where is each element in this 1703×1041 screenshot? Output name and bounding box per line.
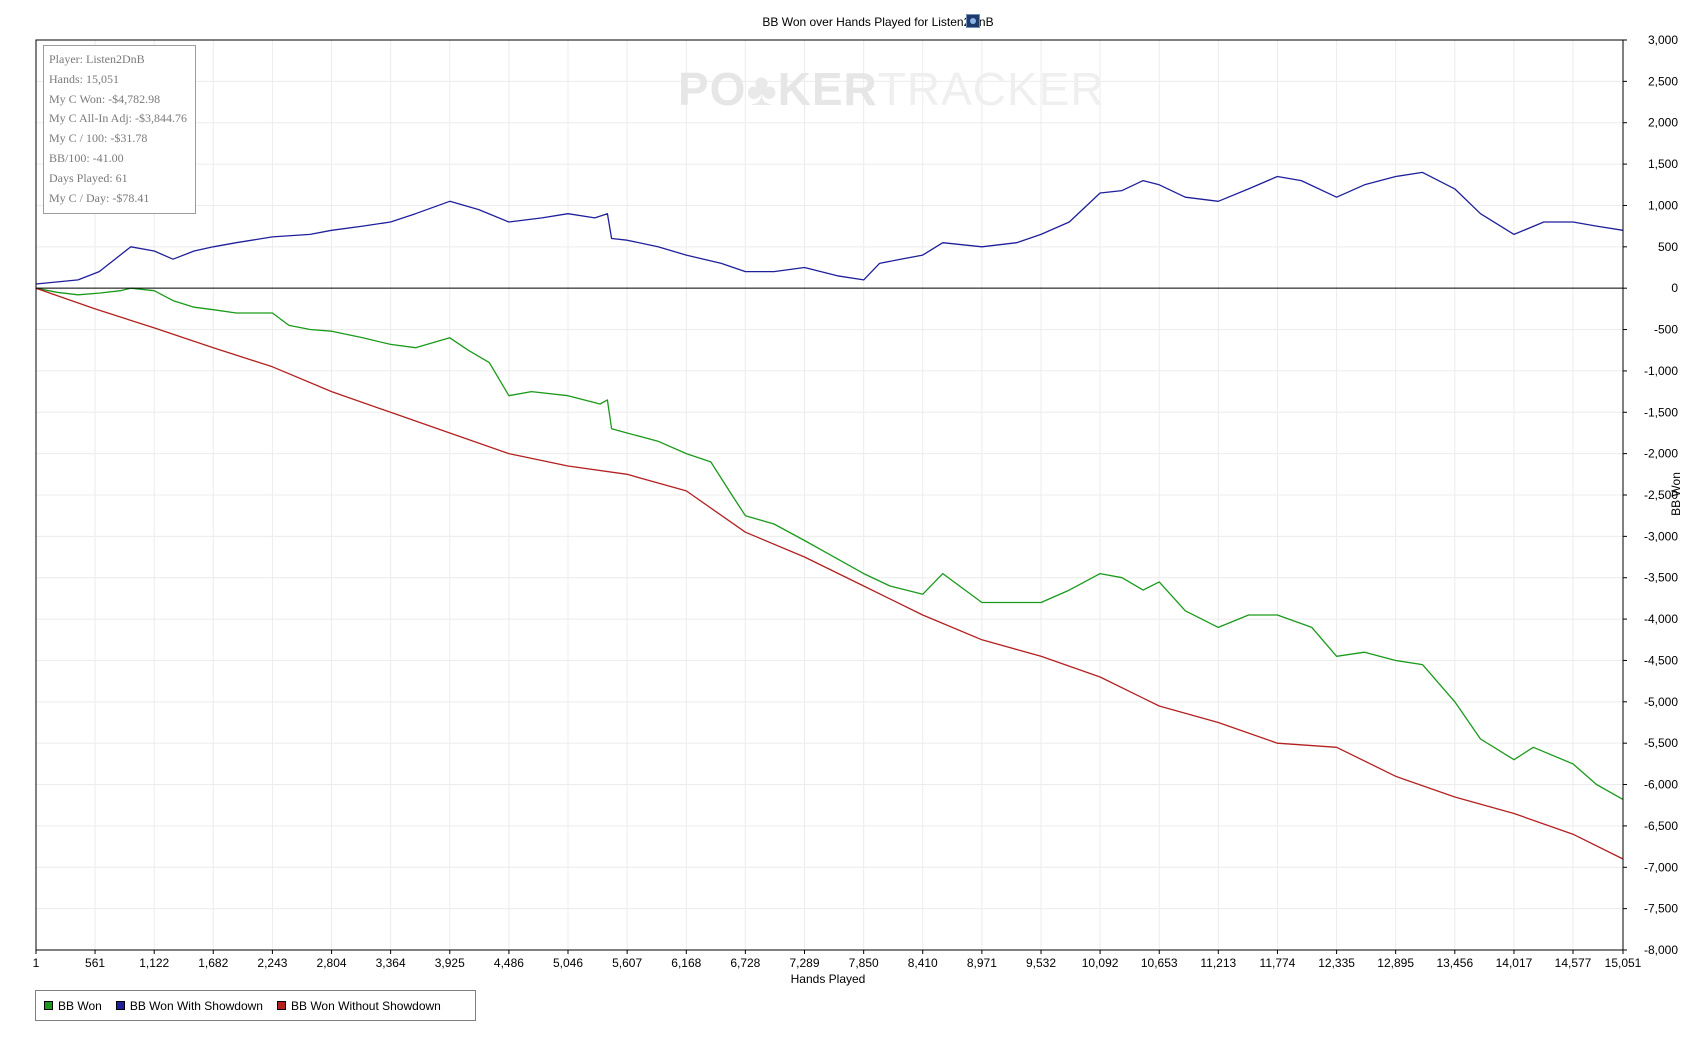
y-tick-label: -4,000 [1644,612,1678,626]
x-tick-label: 10,092 [1082,956,1119,970]
x-tick-label: 3,925 [435,956,465,970]
x-tick-label: 561 [85,956,105,970]
stat-all-in-adj: My C All-In Adj: -$3,844.76 [49,111,188,126]
watermark-left: PO [678,63,746,115]
x-tick-label: 15,051 [1605,956,1642,970]
stat-days-played: Days Played: 61 [49,170,128,185]
legend-item-bb-won[interactable]: BB Won [44,999,102,1013]
x-axis: 1 561 1,122 1,682 2,243 2,804 3,364 3,925 4,486 5… [33,950,1642,970]
legend-item-bb-won-without-showdown[interactable]: BB Won Without Showdown [276,998,441,1013]
y-tick-label: 3,000 [1648,33,1678,47]
stat-per-100: My C / 100: -$31.78 [49,131,148,146]
stat-hands: Hands: 15,051 [49,71,119,86]
x-tick-label: 8,410 [908,956,938,970]
x-tick-label: 1,122 [139,956,169,970]
y-tick-label: -2,000 [1644,447,1678,461]
y-tick-label: -6,500 [1644,819,1678,833]
x-tick-label: 4,486 [494,956,524,970]
watermark-mid: KER [778,63,878,115]
legend-swatch-bb-won-with-showdown [115,1001,125,1010]
legend-label-bb-won-with-showdown: BB Won With Showdown [129,998,263,1013]
stat-player: Player: Listen2DnB [49,52,145,66]
watermark-right: TRACKER [878,63,1105,115]
legend-swatch-bb-won [44,1001,53,1010]
legend-item-bb-won-with-showdown[interactable]: BB Won With Showdown [115,998,263,1013]
y-tick-label: -4,500 [1644,653,1678,667]
grid-layer [35,39,1624,951]
watermark: PO♣KERTRACKER [678,63,1105,115]
y-tick-label: -5,500 [1644,736,1678,750]
y-tick-label: -7,500 [1644,902,1678,916]
y-tick-label: -8,000 [1644,943,1678,957]
x-tick-label: 13,456 [1436,956,1473,970]
x-tick-label: 12,895 [1377,956,1414,970]
legend: BB Won BB Won With Showdown BB Won Witho… [35,990,476,1021]
x-tick-label: 9,532 [1026,956,1056,970]
watermark-chip: ♣ [746,63,777,115]
x-tick-label: 7,289 [789,956,819,970]
y-tick-label: -2,500 [1644,488,1678,502]
y-tick-label: -500 [1654,323,1678,337]
series-line-bb-won [35,287,1624,800]
stat-bb-100: BB/100: -41.00 [49,150,124,165]
x-tick-label: 10,653 [1141,956,1178,970]
y-axis: 3,000 2,500 2,000 1,500 1,000 500 0 -500 -1,000 -… [1623,33,1678,957]
x-tick-label: 1,682 [198,956,228,970]
x-tick-label: 5,607 [612,956,642,970]
x-tick-label: 5,046 [553,956,583,970]
x-tick-label: 6,168 [671,956,701,970]
x-tick-label: 11,774 [1260,956,1296,970]
y-tick-label: -6,000 [1644,778,1678,792]
y-tick-label: -1,500 [1644,405,1678,419]
y-axis-title: BB Won [1669,472,1683,516]
y-tick-label: -5,000 [1644,695,1678,709]
y-tick-label: 2,000 [1648,116,1678,130]
x-tick-label: 7,850 [849,956,879,970]
stat-per-day: My C / Day: -$78.41 [49,190,150,205]
y-tick-label: 2,500 [1648,74,1678,88]
x-axis-title: Hands Played [791,972,866,986]
x-tick-label: 3,364 [376,956,406,970]
legend-swatch-bb-won-without-showdown [276,1001,286,1010]
x-tick-label: 14,577 [1555,956,1592,970]
y-tick-label: 0 [1671,281,1678,295]
y-tick-label: 500 [1658,240,1678,254]
series-line-bb-won-with-showdown [35,171,1624,285]
y-tick-label: -3,000 [1644,529,1678,543]
x-tick-label: 12,335 [1318,956,1355,970]
x-tick-label: 8,971 [967,956,997,970]
y-tick-label: -1,000 [1644,364,1678,378]
x-tick-label: 1 [33,956,40,970]
stats-box: Player: Listen2DnB Hands: 15,051 My C Wo… [43,45,196,214]
x-tick-label: 6,728 [730,956,760,970]
chart-settings-icon[interactable] [966,14,980,28]
x-tick-label: 11,213 [1200,956,1236,970]
y-tick-label: 1,000 [1648,198,1678,212]
series-line-bb-won-without-showdown [35,287,1624,860]
series-layer [35,171,1624,860]
y-tick-label: -7,000 [1644,860,1678,874]
y-tick-label: -3,500 [1644,571,1678,585]
x-tick-label: 2,243 [257,956,287,970]
chart-title: BB Won over Hands Played for Listen2DnB [762,15,993,29]
x-tick-label: 14,017 [1496,956,1533,970]
legend-label-bb-won-without-showdown: BB Won Without Showdown [290,998,441,1013]
legend-label-bb-won: BB Won [58,998,102,1013]
x-tick-label: 2,804 [317,956,347,970]
y-tick-label: 1,500 [1648,157,1678,171]
stat-my-c-won: My C Won: -$4,782.98 [49,91,161,106]
